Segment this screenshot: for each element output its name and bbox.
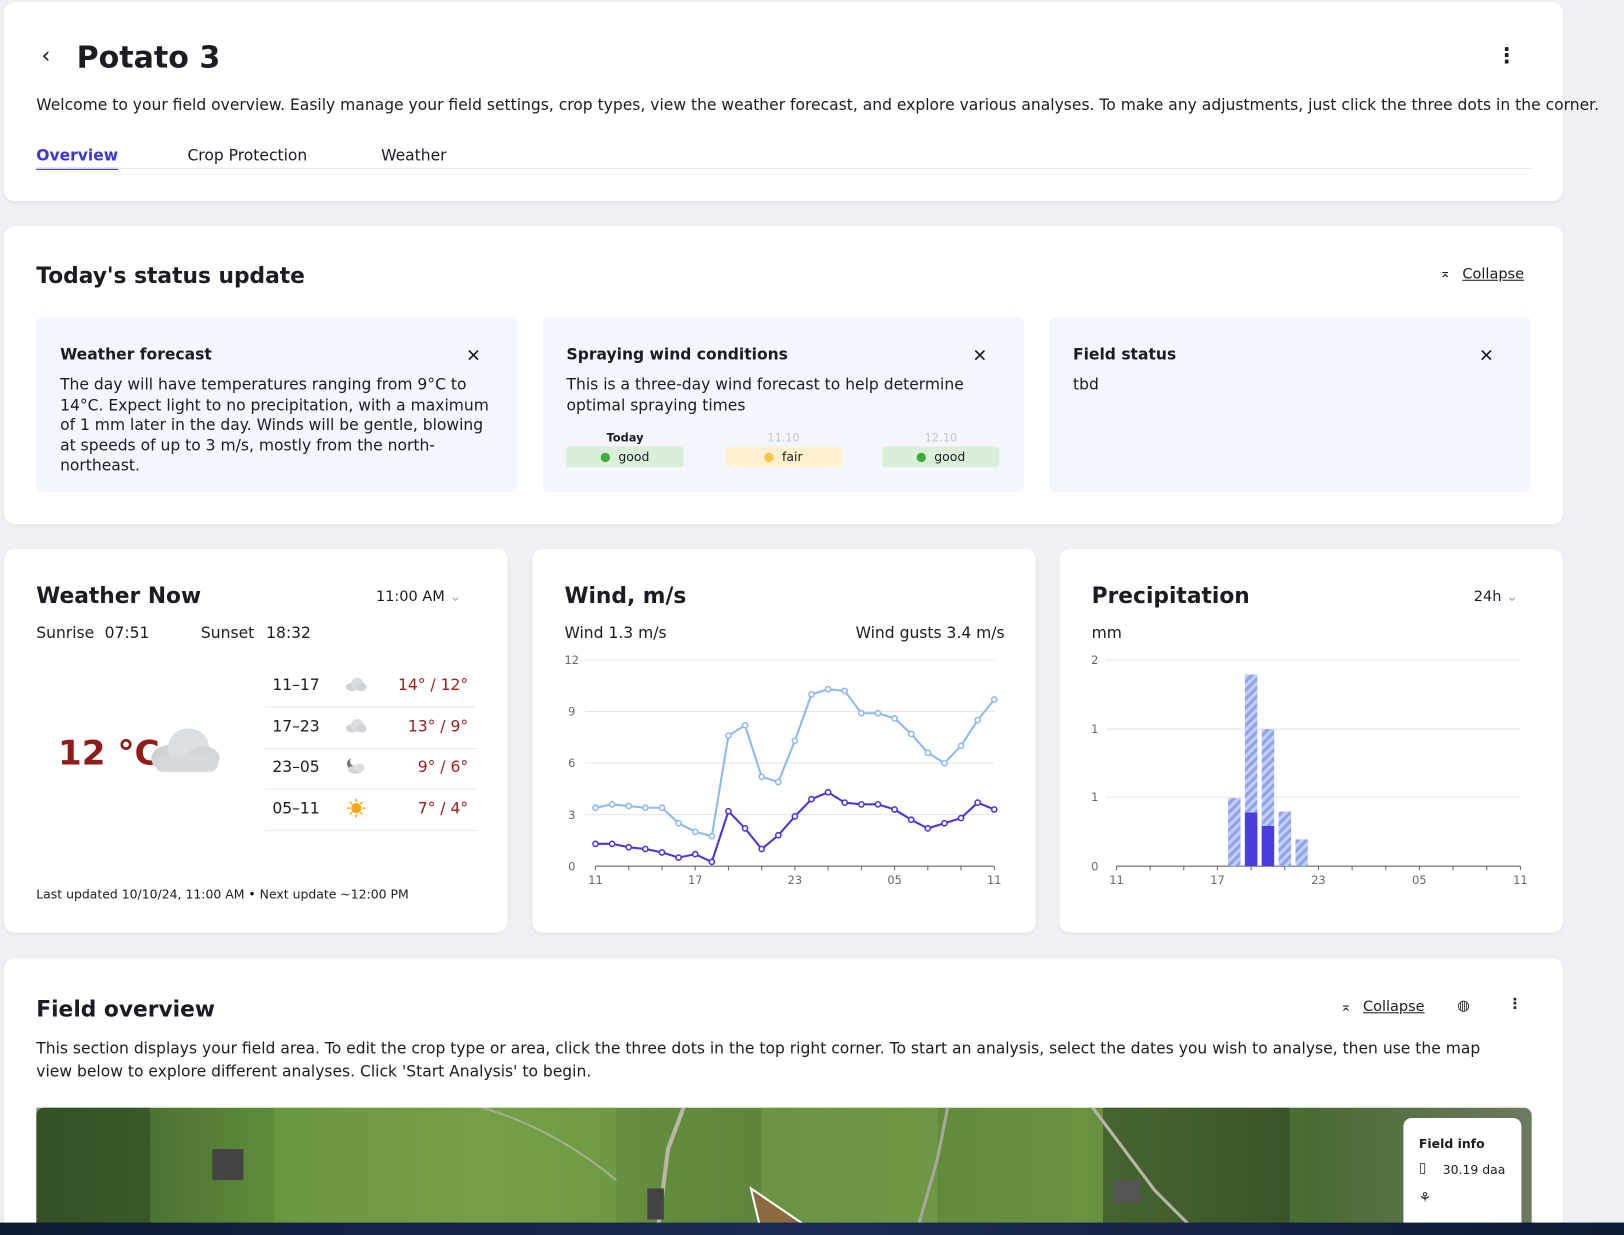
rating-text: fair	[782, 449, 803, 465]
row-divider	[265, 788, 477, 790]
rating-dot	[764, 452, 774, 463]
card-text: This is a three-day wind forecast to hel…	[566, 375, 964, 414]
back-button[interactable]: ‹	[41, 43, 51, 70]
period-range: 17–23	[272, 716, 320, 736]
section-title: Today's status update	[36, 263, 305, 289]
field-status-card: Field status ✕ tbd	[1049, 317, 1531, 493]
row-divider	[265, 829, 477, 831]
period-temps: 7° / 4°	[417, 798, 469, 817]
card-title: Wind, m/s	[564, 583, 687, 609]
weather-icon	[344, 715, 369, 736]
period-temps: 14° / 12°	[397, 675, 469, 695]
rating-dot	[916, 452, 926, 463]
status-card: Today's status update ⌅ Collapse Weather…	[4, 225, 1563, 525]
period-range: 11–17	[272, 675, 320, 695]
field-overview-card: Field overview ⌅ Collapse ◍ · · · This sec…	[4, 958, 1563, 1235]
period-temps: 9° / 6°	[417, 757, 469, 777]
field-map[interactable]	[36, 1107, 1532, 1232]
time-select[interactable]: 11:00 AM ⌄	[375, 588, 462, 606]
menu-button[interactable]: · · ·	[1502, 36, 1511, 74]
wind-card: Wind, m/s Wind 1.3 m/s Wind gusts 3.4 m/…	[532, 549, 1036, 933]
menu-button[interactable]: · · ·	[1512, 991, 1518, 1017]
cloud-icon	[151, 728, 220, 772]
weather-forecast-card: Weather forecast ✕ The day will have tem…	[36, 317, 518, 493]
rating-text: good	[618, 449, 650, 465]
sunrise-time: 07:51	[104, 623, 150, 643]
sunset-time: 18:32	[266, 623, 311, 643]
card-text: tbd	[1072, 375, 1099, 394]
page-title: Potato 3	[76, 39, 221, 75]
weather-icon	[344, 756, 369, 777]
section-title: Field overview	[36, 996, 215, 1022]
collapse-link[interactable]: Collapse	[1462, 266, 1525, 283]
page-description: Welcome to your field overview. Easily m…	[36, 95, 1600, 114]
close-button[interactable]: ✕	[972, 346, 988, 367]
field-info-title: Field info	[1418, 1136, 1485, 1152]
row-divider	[265, 706, 477, 708]
sunset-label: Sunset	[200, 623, 255, 643]
collapse-icon[interactable]: ⌅	[1439, 266, 1451, 282]
time-value: 11:00 AM	[375, 588, 445, 606]
card-title: Precipitation	[1091, 583, 1250, 609]
close-button[interactable]: ✕	[1478, 346, 1494, 367]
tab[interactable]: Overview	[36, 146, 119, 170]
rating-text: good	[934, 449, 966, 465]
field-info-panel: Field info ▯ 30.19 daa ⚘	[1403, 1117, 1522, 1232]
update-note: Last updated 10/10/24, 11:00 AM • Next u…	[36, 886, 409, 902]
card-title: Weather Now	[36, 583, 202, 609]
close-button[interactable]: ✕	[466, 346, 481, 367]
card-title: Field status	[1072, 345, 1177, 364]
rating-dot	[600, 452, 611, 463]
field-area: 30.19 daa	[1442, 1162, 1506, 1178]
rating-pill: fair	[724, 446, 843, 468]
period-value: 24h	[1473, 588, 1502, 606]
header-card: ‹ Potato 3 · · · Welcome to your field ove…	[4, 2, 1599, 202]
weather-icon	[344, 797, 369, 818]
weather-icon	[344, 675, 369, 696]
period-range: 23–05	[272, 757, 320, 777]
map-icon: ▯	[1418, 1160, 1427, 1176]
section-description: This section displays your field area. T…	[36, 1039, 1481, 1081]
period-temps: 13° / 9°	[407, 716, 469, 736]
wind-conditions-card: Spraying wind conditions ✕ This is a thr…	[542, 317, 1025, 493]
day-label: 12.10	[924, 431, 958, 445]
row-divider	[265, 747, 477, 749]
day-label: Today	[606, 431, 644, 445]
card-text: The day will have temperatures ranging f…	[60, 375, 489, 475]
unit-label: mm	[1091, 623, 1122, 643]
rating-pill: good	[566, 446, 684, 468]
period-select[interactable]: 24h ⌄	[1473, 588, 1519, 606]
tab[interactable]: Crop Protection	[187, 146, 308, 165]
rating-pill: good	[882, 446, 1000, 468]
card-title: Weather forecast	[60, 345, 212, 364]
wind-gusts: Wind gusts 3.4 m/s	[855, 623, 1005, 643]
taskbar	[0, 1222, 1624, 1235]
weather-now-card: Weather Now 11:00 AM ⌄ Sunrise 07:51 Sun…	[4, 549, 508, 933]
collapse-icon[interactable]: ⌅	[1340, 999, 1352, 1016]
crop-icon: ⚘	[1418, 1190, 1431, 1207]
tab[interactable]: Weather	[381, 146, 447, 165]
card-title: Spraying wind conditions	[566, 345, 788, 364]
precipitation-card: Precipitation 24h ⌄ mm	[1059, 549, 1563, 933]
tab-divider	[36, 167, 1532, 169]
palette-button[interactable]: ◍	[1457, 997, 1470, 1015]
period-range: 05–11	[272, 798, 320, 817]
collapse-link[interactable]: Collapse	[1362, 998, 1425, 1016]
sunrise-label: Sunrise	[36, 623, 95, 643]
current-temperature: 12 °C	[57, 732, 160, 773]
wind-now: Wind 1.3 m/s	[564, 623, 667, 643]
day-label: 11.10	[767, 431, 800, 445]
